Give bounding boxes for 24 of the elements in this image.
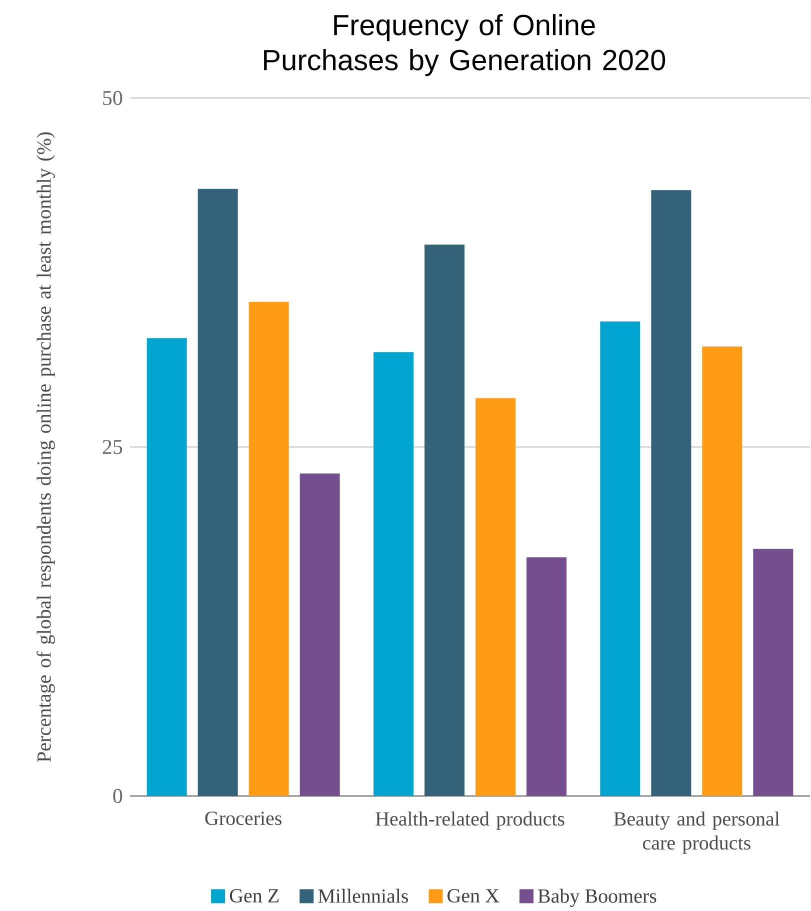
y-tick-label: 25 <box>102 440 122 454</box>
bar <box>526 557 566 796</box>
x-tick-label: Beauty and personal care products <box>614 812 780 854</box>
y-axis-title: Percentage of global respondents doing online purchase at least monthly (%) <box>36 132 55 762</box>
legend-label: Gen X <box>448 889 500 903</box>
y-tick-label: 50 <box>103 90 122 106</box>
bar <box>146 338 187 796</box>
bar <box>600 321 640 796</box>
bar <box>198 188 238 796</box>
bar <box>374 352 414 796</box>
y-tick-label: 0 <box>113 788 122 804</box>
bar <box>753 548 794 796</box>
bar <box>248 302 289 796</box>
bar <box>300 474 340 796</box>
chart-title: Frequency of Online Purchases by Generation 2020 <box>264 14 666 76</box>
legend-label: Gen Z <box>230 889 279 903</box>
legend-label: Baby Boomers <box>538 888 656 907</box>
bar <box>651 190 692 796</box>
bar <box>702 346 742 796</box>
legend-label: Millennials <box>318 888 408 903</box>
bar <box>475 398 516 796</box>
bar <box>424 244 464 796</box>
x-tick-label: Groceries <box>205 812 282 826</box>
x-tick-label: Health-related products <box>376 812 564 830</box>
